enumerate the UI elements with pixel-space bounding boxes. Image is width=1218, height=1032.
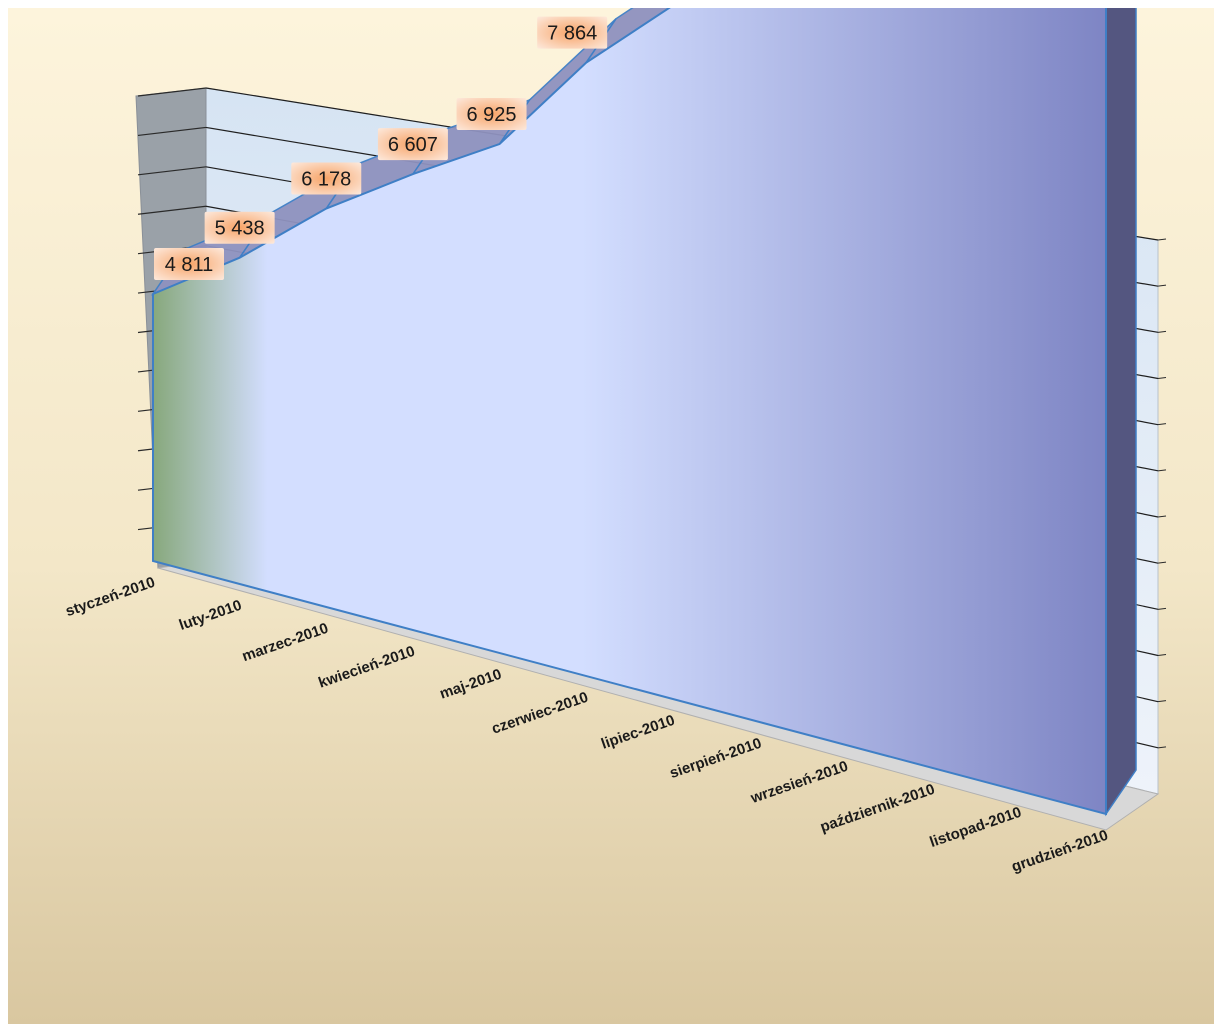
data-label: 5 438 xyxy=(204,211,275,244)
x-tick-label: sierpień-2010 xyxy=(668,735,764,782)
data-label: 6 178 xyxy=(291,162,362,195)
x-tick-label: styczeń-2010 xyxy=(63,574,157,620)
data-label: 6 607 xyxy=(377,128,448,161)
x-tick-label: czerwiec-2010 xyxy=(490,689,591,738)
y-tick xyxy=(1157,423,1167,426)
x-tick-label: listopad-2010 xyxy=(927,804,1023,851)
data-label-text: 6 607 xyxy=(388,134,438,156)
y-tick xyxy=(1157,746,1167,749)
y-tick xyxy=(1157,654,1167,656)
x-tick-label: lipiec-2010 xyxy=(599,712,677,753)
x-tick-label: maj-2010 xyxy=(438,666,504,703)
x-tick-label: luty-2010 xyxy=(177,597,244,634)
y-tick xyxy=(1157,469,1167,472)
x-tick-label: październik-2010 xyxy=(818,781,937,836)
x-tick-label: wrzesień-2010 xyxy=(748,758,851,808)
y-tick xyxy=(1157,238,1167,241)
y-tick xyxy=(1157,377,1167,379)
x-tick-label: marzec-2010 xyxy=(240,620,331,665)
side-gridline xyxy=(137,205,207,215)
y-tick xyxy=(1157,607,1167,610)
y-tick xyxy=(1157,284,1167,287)
y-tick xyxy=(1157,330,1167,333)
data-label-text: 6 178 xyxy=(301,169,351,191)
data-label-text: 6 925 xyxy=(467,104,517,126)
data-label: 7 864 xyxy=(537,16,608,49)
data-label: 6 925 xyxy=(456,98,527,131)
data-label-text: 7 864 xyxy=(547,23,597,45)
side-gridline xyxy=(137,166,207,176)
data-label-text: 5 438 xyxy=(215,218,265,240)
side-gridline xyxy=(137,87,207,97)
area-series xyxy=(152,8,1107,816)
x-tick-label: grudzień-2010 xyxy=(1009,827,1110,876)
y-tick xyxy=(1157,515,1167,518)
data-label-text: 4 811 xyxy=(165,254,214,276)
x-tick-label: kwiecień-2010 xyxy=(316,643,417,692)
side-gridline xyxy=(137,126,207,137)
data-label: 4 811 xyxy=(154,247,224,280)
y-tick xyxy=(1157,561,1167,564)
y-tick xyxy=(1157,700,1167,703)
area-side-cap xyxy=(1105,8,1137,817)
